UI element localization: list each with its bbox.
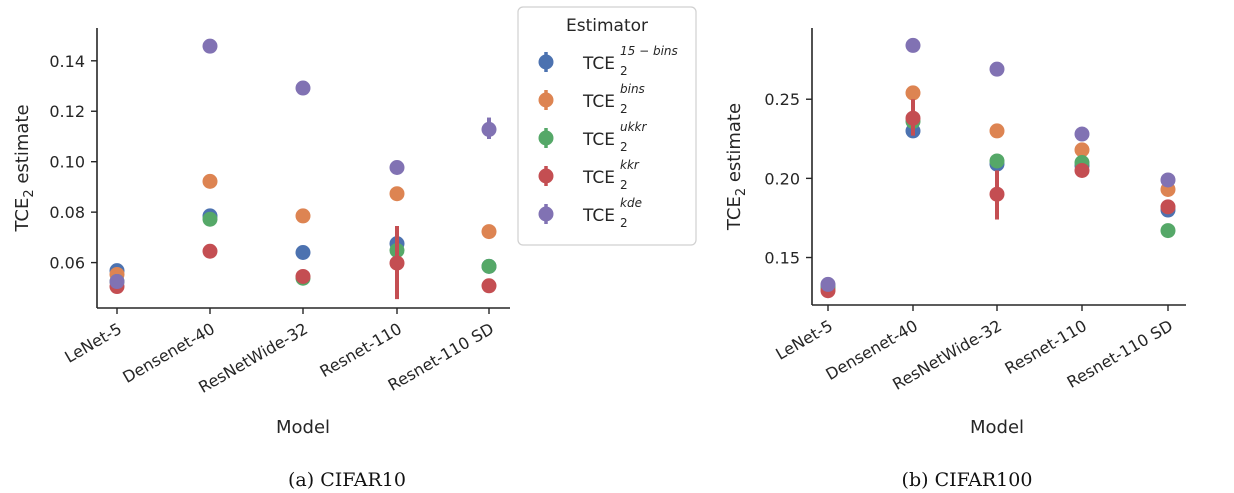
- y-tick-label: 0.15: [764, 249, 800, 268]
- chart-cifar100: 0.150.200.25LeNet-5Densenet-40ResNetWide…: [724, 28, 1186, 438]
- data-point: [389, 186, 405, 202]
- data-point: [109, 274, 125, 290]
- x-tick-label: Resnet-110: [317, 319, 405, 381]
- x-axis-title: Model: [970, 417, 1024, 438]
- legend-marker: [538, 130, 554, 146]
- legend-label: TCE 2kde: [582, 196, 642, 230]
- data-point: [989, 186, 1005, 202]
- legend-frame: [517, 6, 697, 246]
- data-point: [905, 85, 921, 101]
- data-point: [820, 276, 836, 292]
- data-point: [481, 258, 497, 274]
- data-point: [389, 255, 405, 271]
- legend-marker: [538, 206, 554, 222]
- data-point: [905, 37, 921, 53]
- x-tick-label: LeNet-5: [61, 319, 125, 367]
- legend-marker: [538, 92, 554, 108]
- data-point: [295, 245, 311, 261]
- legend-label: TCE 2ukkr: [582, 120, 648, 154]
- y-tick-label: 0.12: [49, 102, 85, 121]
- x-tick-label: LeNet-5: [772, 316, 836, 364]
- caption-b: (b) CIFAR100: [902, 469, 1033, 491]
- data-point: [989, 61, 1005, 77]
- data-point: [1074, 126, 1090, 142]
- y-tick-label: 0.08: [49, 203, 85, 222]
- legend-marker: [538, 168, 554, 184]
- data-point: [295, 208, 311, 224]
- chart-cifar10: 0.060.080.100.120.14LeNet-5Densenet-40Re…: [12, 28, 510, 438]
- data-point: [481, 224, 497, 240]
- data-point: [202, 38, 218, 54]
- legend-title: Estimator: [566, 16, 648, 36]
- data-point: [1160, 199, 1176, 215]
- data-point: [202, 211, 218, 227]
- legend-label: TCE 2bins: [582, 82, 645, 116]
- data-point: [481, 121, 497, 137]
- data-point: [202, 243, 218, 259]
- data-point: [202, 173, 218, 189]
- data-point: [989, 123, 1005, 139]
- data-point: [1160, 172, 1176, 188]
- y-tick-label: 0.20: [764, 169, 800, 188]
- data-point: [481, 278, 497, 294]
- y-axis-title: TCE2 estimate: [12, 104, 37, 232]
- data-point: [1074, 142, 1090, 158]
- data-point: [295, 80, 311, 96]
- y-tick-label: 0.14: [49, 52, 85, 71]
- data-point: [1160, 223, 1176, 239]
- legend-label: TCE 2kkr: [582, 158, 640, 192]
- y-axis-title: TCE2 estimate: [724, 103, 749, 231]
- data-point: [295, 268, 311, 284]
- legend-marker: [538, 54, 554, 70]
- legend: Estimator TCE 215 − bins TCE 2bins TCE 2ukkr TC…: [517, 6, 697, 246]
- y-tick-label: 0.25: [764, 90, 800, 109]
- legend-label: TCE 215 − bins: [582, 44, 678, 78]
- data-point: [989, 153, 1005, 169]
- data-point: [389, 159, 405, 175]
- x-axis-title: Model: [276, 417, 330, 438]
- caption-a: (a) CIFAR10: [288, 469, 406, 491]
- data-point: [905, 110, 921, 126]
- data-point: [1074, 162, 1090, 178]
- y-tick-label: 0.06: [49, 254, 85, 273]
- y-tick-label: 0.10: [49, 153, 85, 172]
